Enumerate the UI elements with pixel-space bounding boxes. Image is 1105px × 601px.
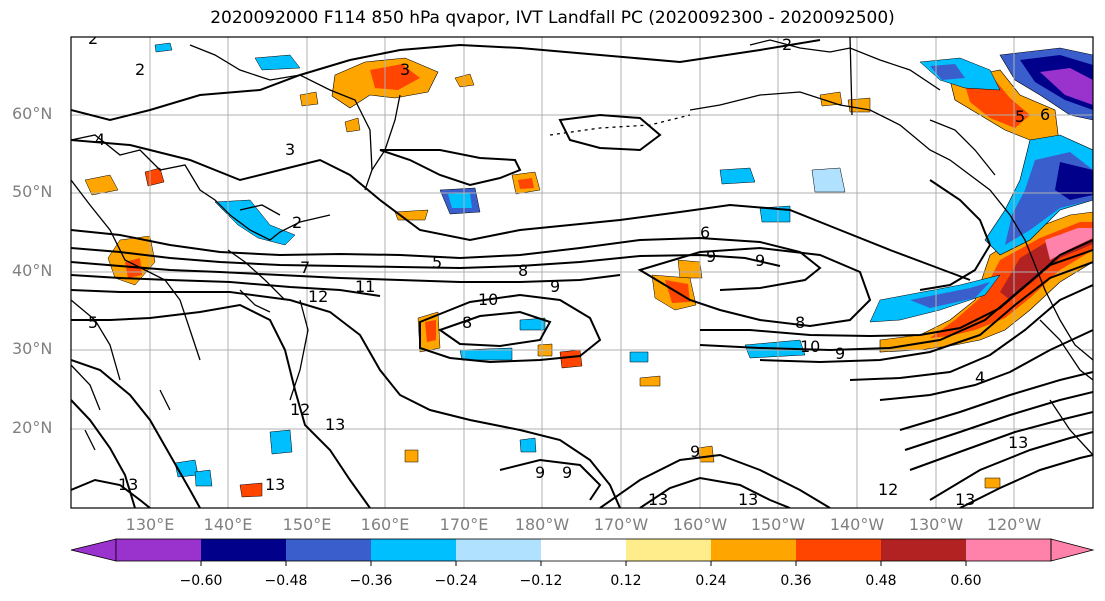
contour-label: 12 xyxy=(290,400,310,419)
contour-label: 13 xyxy=(325,415,345,434)
colorbar-tick-label: −0.36 xyxy=(349,573,393,589)
lon-label: 160°W xyxy=(672,515,728,534)
contour-label: 12 xyxy=(308,287,328,306)
contour-label: 5 xyxy=(1015,107,1025,126)
colorbar-tick-label: 0.48 xyxy=(865,573,897,589)
lat-label: 30°N xyxy=(12,339,53,358)
colorbar-segment xyxy=(711,539,796,561)
contour-label: 12 xyxy=(878,480,898,499)
map-panel: 2 2 2 2 3 3 4 4 5 5 5 6 6 7 8 8 8 9 9 9 … xyxy=(71,29,1093,509)
colorbar-segment xyxy=(541,539,626,561)
lon-label: 140°W xyxy=(829,515,885,534)
colorbar xyxy=(70,538,1095,566)
colorbar-tick-label: −0.24 xyxy=(434,573,478,589)
lat-label: 20°N xyxy=(12,418,53,437)
contour-label: 13 xyxy=(955,490,975,509)
contour-label: 11 xyxy=(355,277,375,296)
lat-label: 40°N xyxy=(12,261,53,280)
lon-label: 160°E xyxy=(360,515,410,534)
lon-label: 130°W xyxy=(908,515,964,534)
contour-label: 6 xyxy=(700,223,710,242)
qvapor-negative-shading xyxy=(154,42,1093,487)
lon-label: 170°E xyxy=(439,515,489,534)
ivt-contours xyxy=(71,39,1093,508)
contour-label: 5 xyxy=(432,253,442,272)
contour-label: 13 xyxy=(118,475,138,494)
colorbar-segment xyxy=(966,539,1051,561)
contour-label: 3 xyxy=(400,60,410,79)
colorbar-tick-label: −0.48 xyxy=(264,573,308,589)
colorbar-extend-high xyxy=(1050,538,1095,562)
colorbar-segment xyxy=(286,539,371,561)
contour-label: 5 xyxy=(88,313,98,332)
map-title: 2020092000 F114 850 hPa qvapor, IVT Land… xyxy=(210,8,895,28)
gridlines xyxy=(71,37,1093,508)
contour-label: 9 xyxy=(706,247,716,266)
colorbar-segment xyxy=(456,539,541,561)
lon-label: 180°W xyxy=(514,515,570,534)
contour-label: 9 xyxy=(535,463,545,482)
contour-label: 6 xyxy=(1040,105,1050,124)
contour-label: 4 xyxy=(975,368,985,387)
colorbar-tick-label: 0.24 xyxy=(695,573,727,589)
contour-labels: 2 2 2 2 3 3 4 4 5 5 5 6 6 7 8 8 8 9 9 9 … xyxy=(88,29,1050,509)
colorbar-segment xyxy=(371,539,456,561)
colorbar-segment xyxy=(626,539,711,561)
contour-label: 9 xyxy=(690,442,700,461)
colorbar-tick-label: −0.60 xyxy=(179,573,223,589)
contour-label: 13 xyxy=(265,475,285,494)
lat-label: 50°N xyxy=(12,182,53,201)
lon-label: 170°W xyxy=(593,515,649,534)
colorbar-extend-low xyxy=(70,538,117,562)
colorbar-segment xyxy=(881,539,966,561)
lon-label: 150°E xyxy=(282,515,332,534)
lon-label: 150°W xyxy=(750,515,806,534)
contour-label: 8 xyxy=(518,261,528,280)
contour-label: 2 xyxy=(135,60,145,79)
colorbar-segment xyxy=(796,539,881,561)
contour-label: 8 xyxy=(462,313,472,332)
contour-label: 9 xyxy=(835,344,845,363)
contour-label: 8 xyxy=(795,313,805,332)
contour-label: 13 xyxy=(648,490,668,509)
lon-label: 140°E xyxy=(203,515,253,534)
contour-label: 9 xyxy=(550,277,560,296)
colorbar-tick-label: 0.36 xyxy=(780,573,812,589)
colorbar-tick-label: 0.12 xyxy=(610,573,642,589)
map-frame xyxy=(70,36,1094,509)
colorbar-tick-label: 0.60 xyxy=(950,573,982,589)
lat-label: 60°N xyxy=(12,104,53,123)
lon-label: 130°E xyxy=(125,515,175,534)
contour-label: 2 xyxy=(782,35,792,54)
colorbar-segment xyxy=(201,539,286,561)
contour-label: 2 xyxy=(292,213,302,232)
contour-label: 13 xyxy=(1008,433,1028,452)
contour-label: 9 xyxy=(755,251,765,270)
contour-label: 10 xyxy=(800,337,820,356)
colorbar-segment xyxy=(116,539,201,561)
contour-label: 10 xyxy=(478,290,498,309)
contour-label: 2 xyxy=(88,29,98,48)
contour-label: 13 xyxy=(738,490,758,509)
colorbar-frame xyxy=(115,538,1052,562)
lon-label: 120°W xyxy=(986,515,1042,534)
coastlines xyxy=(71,37,1093,456)
contour-label: 7 xyxy=(300,258,310,277)
colorbar-tick-label: −0.12 xyxy=(519,573,563,589)
contour-label: 4 xyxy=(95,130,105,149)
contour-label: 9 xyxy=(562,463,572,482)
contour-label: 3 xyxy=(285,140,295,159)
